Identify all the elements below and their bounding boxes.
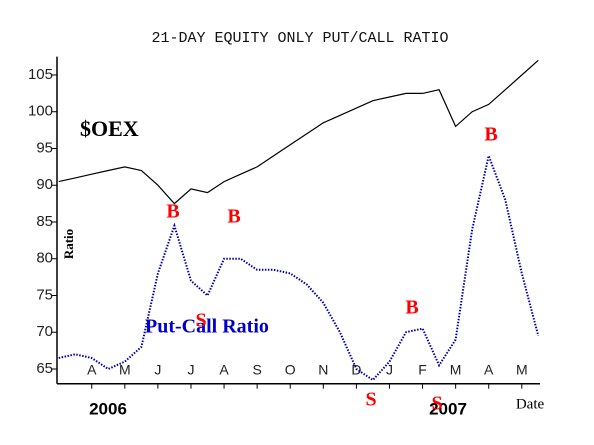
series-annotation: Put-Call Ratio: [145, 316, 269, 338]
y-tick-label: 90: [36, 176, 53, 193]
x-tick-label: A: [484, 361, 494, 377]
x-tick-label: F: [418, 361, 427, 377]
x-axis-label: Date: [516, 396, 545, 412]
y-tick-label: 80: [36, 250, 53, 267]
x-tick-label: M: [516, 361, 528, 377]
series-line: [58, 152, 540, 382]
signal-label: S: [431, 393, 442, 415]
x-tick-label: A: [87, 361, 97, 377]
y-tick-label: 105: [28, 66, 53, 83]
signal-label: S: [365, 389, 376, 411]
x-tick-label: M: [450, 361, 462, 377]
y-tick-label: 70: [36, 323, 53, 340]
x-tick-label: N: [318, 361, 328, 377]
signal-label: B: [484, 124, 497, 146]
signal-label: B: [166, 201, 179, 223]
chart-title: 21-DAY EQUITY ONLY PUT/CALL RATIO: [151, 30, 448, 47]
x-tick-label: J: [386, 361, 393, 377]
signal-label: B: [405, 297, 418, 319]
y-tick-label: 100: [28, 103, 53, 120]
x-tick-label: S: [252, 361, 261, 377]
signal-label: B: [227, 206, 240, 228]
year-label: 2006: [89, 399, 127, 418]
series-line: [58, 59, 539, 205]
x-tick-label: A: [219, 361, 229, 377]
y-axis-label: Ratio: [61, 229, 76, 259]
year-label: 2007: [429, 399, 467, 418]
x-tick-label: J: [154, 361, 161, 377]
x-tick-label: J: [187, 361, 194, 377]
x-tick-label: O: [285, 361, 296, 377]
y-tick-label: 75: [36, 286, 53, 303]
series-annotation: $OEX: [80, 116, 139, 141]
y-tick-label: 65: [36, 360, 53, 377]
signal-label: S: [195, 310, 206, 332]
x-tick-label: M: [119, 361, 131, 377]
y-tick-label: 95: [36, 139, 53, 156]
y-tick-label: 85: [36, 213, 53, 230]
